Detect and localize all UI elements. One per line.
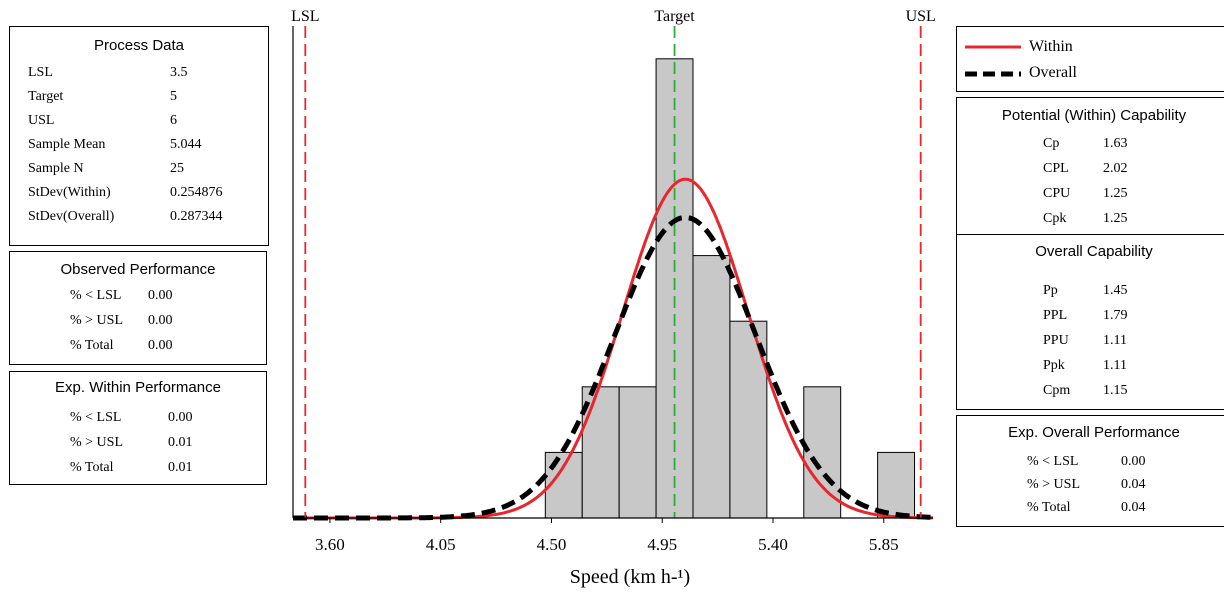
overall-capability-row-label: Ppk	[1043, 358, 1065, 373]
overall-capability-row-value: 1.11	[1103, 333, 1127, 348]
observed-row-label: % Total	[70, 338, 114, 353]
x-tick-label: 3.60	[315, 535, 345, 554]
process-data-row-value: 5.044	[170, 137, 202, 152]
overall-capability-row-label: PPL	[1043, 308, 1068, 323]
potential-capability-title: Potential (Within) Capability	[1001, 107, 1187, 124]
potential-capability-row-value: 2.02	[1103, 161, 1128, 176]
observed-performance-title: Observed Performance	[60, 261, 216, 278]
observed-row-value: 0.00	[148, 338, 173, 353]
legend-swatches	[965, 45, 1021, 77]
capability-panel: Potential (Within) Capability Cp 1.63 CPL 2…	[956, 97, 1224, 410]
process-data-row-label: StDev(Overall)	[28, 209, 115, 224]
histogram-bar	[544, 451, 583, 519]
exp-overall-row-label: % Total	[1027, 500, 1071, 515]
process-data-row-value: 0.287344	[170, 209, 223, 224]
exp-overall-row-value: 0.04	[1121, 500, 1146, 515]
overall-capability-row-label: Pp	[1043, 283, 1058, 298]
x-tick-label: 5.40	[758, 535, 788, 554]
observed-row-label: % > USL	[70, 313, 124, 328]
overall-capability-row-value: 1.45	[1103, 283, 1128, 298]
overall-capability-row-label: PPU	[1043, 333, 1069, 348]
x-axis-label: Speed (km h-¹)	[569, 566, 691, 588]
x-tick-label: 5.85	[869, 535, 899, 554]
potential-capability-row-label: CPL	[1043, 161, 1069, 176]
process-data-row-label: Sample N	[28, 161, 84, 176]
process-data-row-value: 6	[170, 113, 177, 128]
overall-capability-row-value: 1.11	[1103, 358, 1127, 373]
potential-capability-row-label: CPU	[1043, 186, 1071, 201]
process-data-row-label: LSL	[28, 65, 53, 80]
process-data-row-value: 0.254876	[170, 185, 223, 200]
process-data-row-value: 5	[170, 89, 177, 104]
exp-overall-performance-panel: Exp. Overall Performance % < LSL 0.00 % > …	[956, 415, 1224, 527]
legend-overall-label: Overall	[1029, 64, 1077, 81]
potential-capability-row-value: 1.25	[1103, 186, 1128, 201]
process-data-row-value: 25	[170, 161, 184, 176]
exp-overall-performance-title: Exp. Overall Performance	[1008, 424, 1180, 441]
exp-within-row-value: 0.01	[168, 435, 193, 450]
exp-within-performance-panel: Exp. Within Performance % < LSL 0.00 % > U…	[9, 371, 267, 485]
overall-capability-row-value: 1.79	[1103, 308, 1128, 323]
overall-capability-row-label: Cpm	[1043, 383, 1071, 398]
potential-capability-row-label: Cpk	[1043, 211, 1067, 226]
histogram-bar	[655, 58, 694, 519]
exp-within-row-label: % > USL	[70, 435, 124, 450]
observed-row-label: % < LSL	[70, 288, 122, 303]
potential-capability-row-label: Cp	[1043, 136, 1060, 151]
legend-within-label: Within	[1029, 38, 1073, 55]
histogram-bar	[803, 386, 842, 519]
overall-capability-row-value: 1.15	[1103, 383, 1128, 398]
histogram-bar	[581, 386, 620, 519]
exp-within-row-value: 0.00	[168, 410, 193, 425]
exp-within-row-label: % Total	[70, 460, 114, 475]
capability-divider	[957, 234, 1224, 235]
potential-capability-row-value: 1.25	[1103, 211, 1128, 226]
process-data-row-label: StDev(Within)	[28, 185, 111, 200]
observed-row-value: 0.00	[148, 288, 173, 303]
exp-within-row-value: 0.01	[168, 460, 193, 475]
overall-capability-title: Overall Capability	[1035, 243, 1153, 260]
observed-performance-panel: Observed Performance % < LSL 0.00 % > USL 0…	[9, 251, 267, 365]
histogram-bar	[618, 386, 657, 519]
curve-overall	[293, 214, 933, 521]
curve-within	[293, 177, 934, 520]
potential-capability-row-value: 1.63	[1103, 136, 1128, 151]
exp-within-performance-title: Exp. Within Performance	[55, 379, 221, 396]
exp-overall-row-label: % < LSL	[1027, 454, 1079, 469]
process-data-row-label: USL	[28, 113, 55, 128]
exp-overall-row-value: 0.00	[1121, 454, 1146, 469]
ref-label-usl: USL	[906, 8, 936, 25]
exp-within-row-label: % < LSL	[70, 410, 122, 425]
process-data-row-value: 3.5	[170, 65, 188, 80]
exp-overall-row-label: % > USL	[1027, 477, 1081, 492]
ref-label-target: Target	[654, 8, 695, 25]
histogram-bar	[692, 255, 731, 519]
process-data-panel: Process Data LSL 3.5 Target 5 USL 6 Sample Mea…	[9, 26, 269, 246]
x-tick-label: 4.50	[537, 535, 567, 554]
process-data-row-label: Target	[28, 89, 64, 104]
histogram-bar	[877, 451, 916, 519]
histogram-bar	[729, 320, 768, 519]
process-data-row-label: Sample Mean	[28, 137, 106, 152]
legend-panel: Within Overall	[956, 26, 1224, 92]
x-tick-label: 4.05	[426, 535, 456, 554]
observed-row-value: 0.00	[148, 313, 173, 328]
ref-label-lsl: LSL	[291, 8, 319, 25]
x-tick-label: 4.95	[647, 535, 677, 554]
process-data-title: Process Data	[93, 37, 185, 54]
exp-overall-row-value: 0.04	[1121, 477, 1146, 492]
